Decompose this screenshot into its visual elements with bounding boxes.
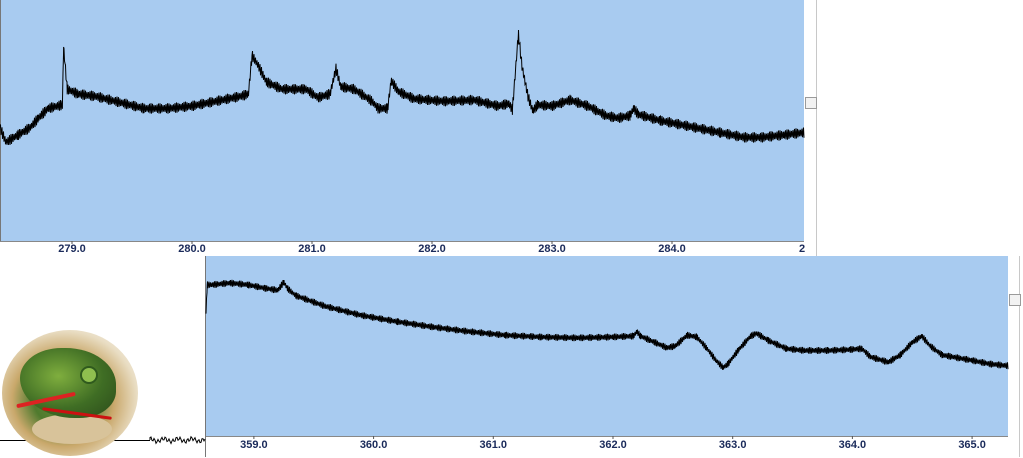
chart-bottom-x-tick-label: 361.0: [479, 439, 508, 451]
chart-top-scrollbar-edge: [816, 0, 817, 256]
chart-top-x-tick-label-cut: 2: [798, 243, 806, 255]
chameleon-body: [20, 348, 116, 418]
chart-bottom-left-edge: [205, 256, 206, 457]
chart-bottom-x-tick-label: 362.0: [599, 439, 627, 451]
chart-bottom-x-tick-label: 359.0: [240, 439, 268, 451]
chart-top-x-tick-label: 280.0: [178, 243, 206, 255]
chart-top-scroll-handle[interactable]: [805, 97, 817, 109]
chart-bottom-x-tick-label: 360.0: [359, 439, 388, 451]
chart-bottom-scroll-handle[interactable]: [1009, 294, 1021, 306]
chart-bottom-plot-area: [206, 256, 1008, 436]
chart-top-x-tick-label: 283.0: [538, 243, 566, 255]
chart-bottom-trace-line: [205, 279, 1009, 370]
chart-top-x-tick-label: 282.0: [418, 243, 446, 255]
chart-top-x-axis: [0, 241, 804, 258]
chart-bottom-x-tick-label: 365.0: [958, 439, 986, 451]
chart-top-trace-line: [0, 29, 805, 145]
chart-bottom-x-tick-label: 363.0: [718, 439, 747, 451]
left-noise-trace: [149, 435, 206, 445]
chart-bottom-x-tick-label: 364.0: [838, 439, 867, 451]
chameleon-photo: [2, 330, 138, 456]
photo-rock: [32, 414, 112, 444]
chameleon-eye: [80, 366, 98, 384]
chart-top-x-tick-label: 284.0: [658, 243, 686, 255]
chart-top-x-tick-label: 279.0: [58, 243, 86, 255]
chart-top-x-tick-label: 281.0: [298, 243, 326, 255]
chart-bottom-scrollbar-edge: [1019, 256, 1020, 457]
chart-bottom-x-axis: [206, 436, 1008, 458]
